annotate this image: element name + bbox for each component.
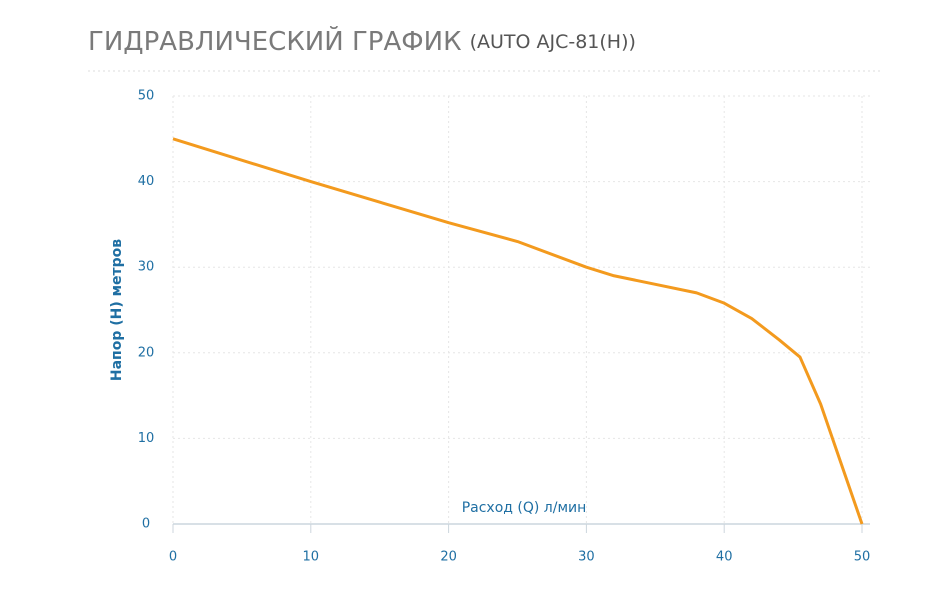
chart-title: ГИДРАВЛИЧЕСКИЙ ГРАФИК (AUTO AJC-81(H)) — [88, 25, 636, 57]
x-tick-label: 20 — [440, 550, 457, 565]
x-tick-label: 30 — [578, 550, 595, 565]
y-tick-label: 50 — [138, 89, 155, 104]
subtitle: (AUTO AJC-81(H)) — [470, 31, 636, 53]
y-tick-label: 10 — [138, 431, 155, 446]
y-axis-label: Напор (Н) метров — [109, 239, 125, 381]
y-tick-label: 30 — [138, 260, 155, 275]
x-tick-label: 10 — [303, 550, 320, 565]
y-tick-label: 20 — [138, 345, 155, 360]
title: ГИДРАВЛИЧЕСКИЙ ГРАФИК — [88, 25, 462, 57]
y-tick-label: 0 — [142, 517, 150, 532]
series-line — [172, 137, 864, 525]
y-tick-label: 40 — [138, 174, 155, 189]
x-axis-label: Расход (Q) л/мин — [462, 500, 587, 516]
x-tick-label: 50 — [854, 550, 871, 565]
x-tick-label: 0 — [169, 550, 177, 565]
x-tick-label: 40 — [716, 550, 733, 565]
